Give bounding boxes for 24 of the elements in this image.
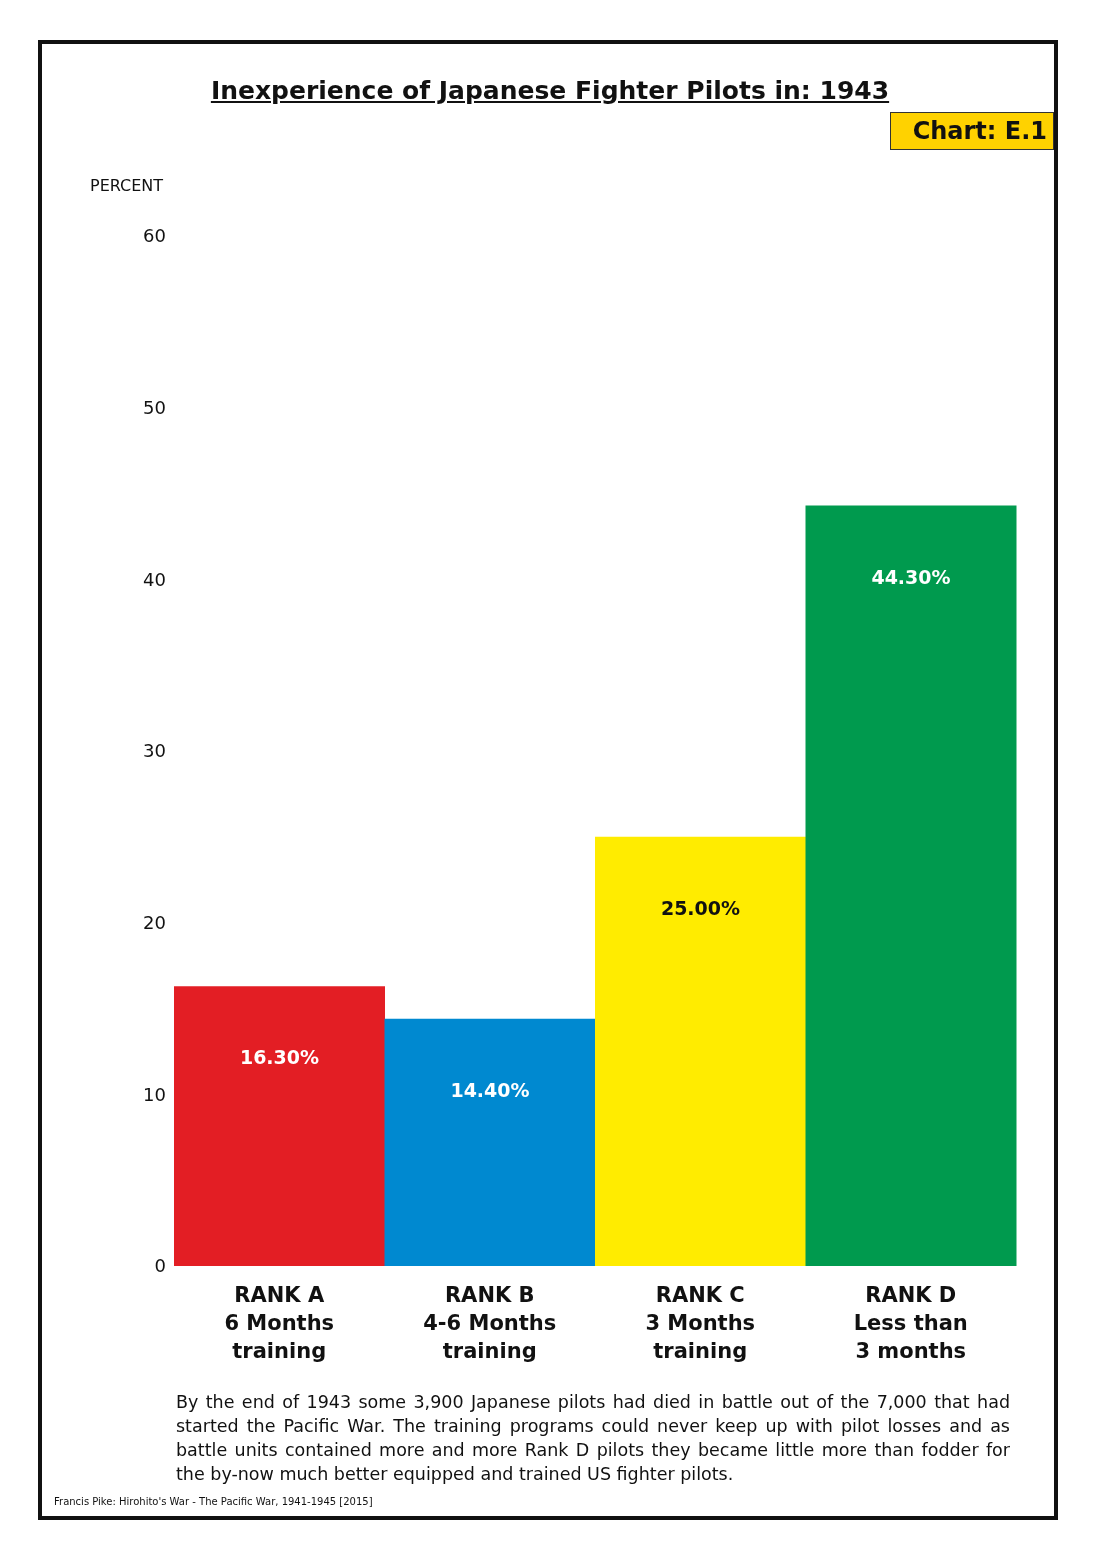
y-tick-label: 10 bbox=[143, 1083, 166, 1105]
y-tick-label: 20 bbox=[143, 912, 166, 934]
data-label: 25.00% bbox=[660, 896, 741, 919]
x-tick-label: RANK D Less than 3 months bbox=[853, 1283, 968, 1363]
bar bbox=[595, 836, 806, 1266]
y-tick-label: 30 bbox=[143, 740, 166, 762]
chart-title: Inexperience of Japanese Fighter Pilots in: 1943 bbox=[210, 76, 890, 105]
data-label: 14.40% bbox=[450, 1078, 530, 1101]
bar bbox=[384, 1018, 596, 1266]
data-label: 44.30% bbox=[871, 565, 951, 588]
y-tick-label: 40 bbox=[143, 568, 166, 590]
x-tick-label: RANK C 3 Months training bbox=[645, 1283, 756, 1363]
data-label: 16.30% bbox=[239, 1046, 320, 1069]
x-tick-label: RANK A 6 Months training bbox=[224, 1283, 335, 1363]
y-tick-label: 50 bbox=[143, 397, 166, 419]
y-tick-label: 60 bbox=[143, 225, 166, 247]
text: Francis Pike: Hirohito's War - The Pacific War, 1941-1945 [2015] bbox=[54, 1496, 373, 1507]
bar bbox=[174, 986, 385, 1266]
bar bbox=[805, 505, 1017, 1266]
y-axis-title: PERCENT bbox=[90, 176, 164, 195]
y-tick-label: 0 bbox=[154, 1255, 166, 1277]
text: Chart: E.1 bbox=[889, 112, 1054, 150]
text: By the end of 1943 some 3,900 Japanese pilots had died in battle out of the 7,000 that had started the Pacific War. The training programs could never keep up with pilot losses and as battle units contained more and more Rank D pilots they became little more than fodder for the by-now much better equipped and trained US fighter pilots. bbox=[176, 1391, 1010, 1486]
x-tick-label: RANK B 4-6 Months training bbox=[423, 1283, 557, 1363]
